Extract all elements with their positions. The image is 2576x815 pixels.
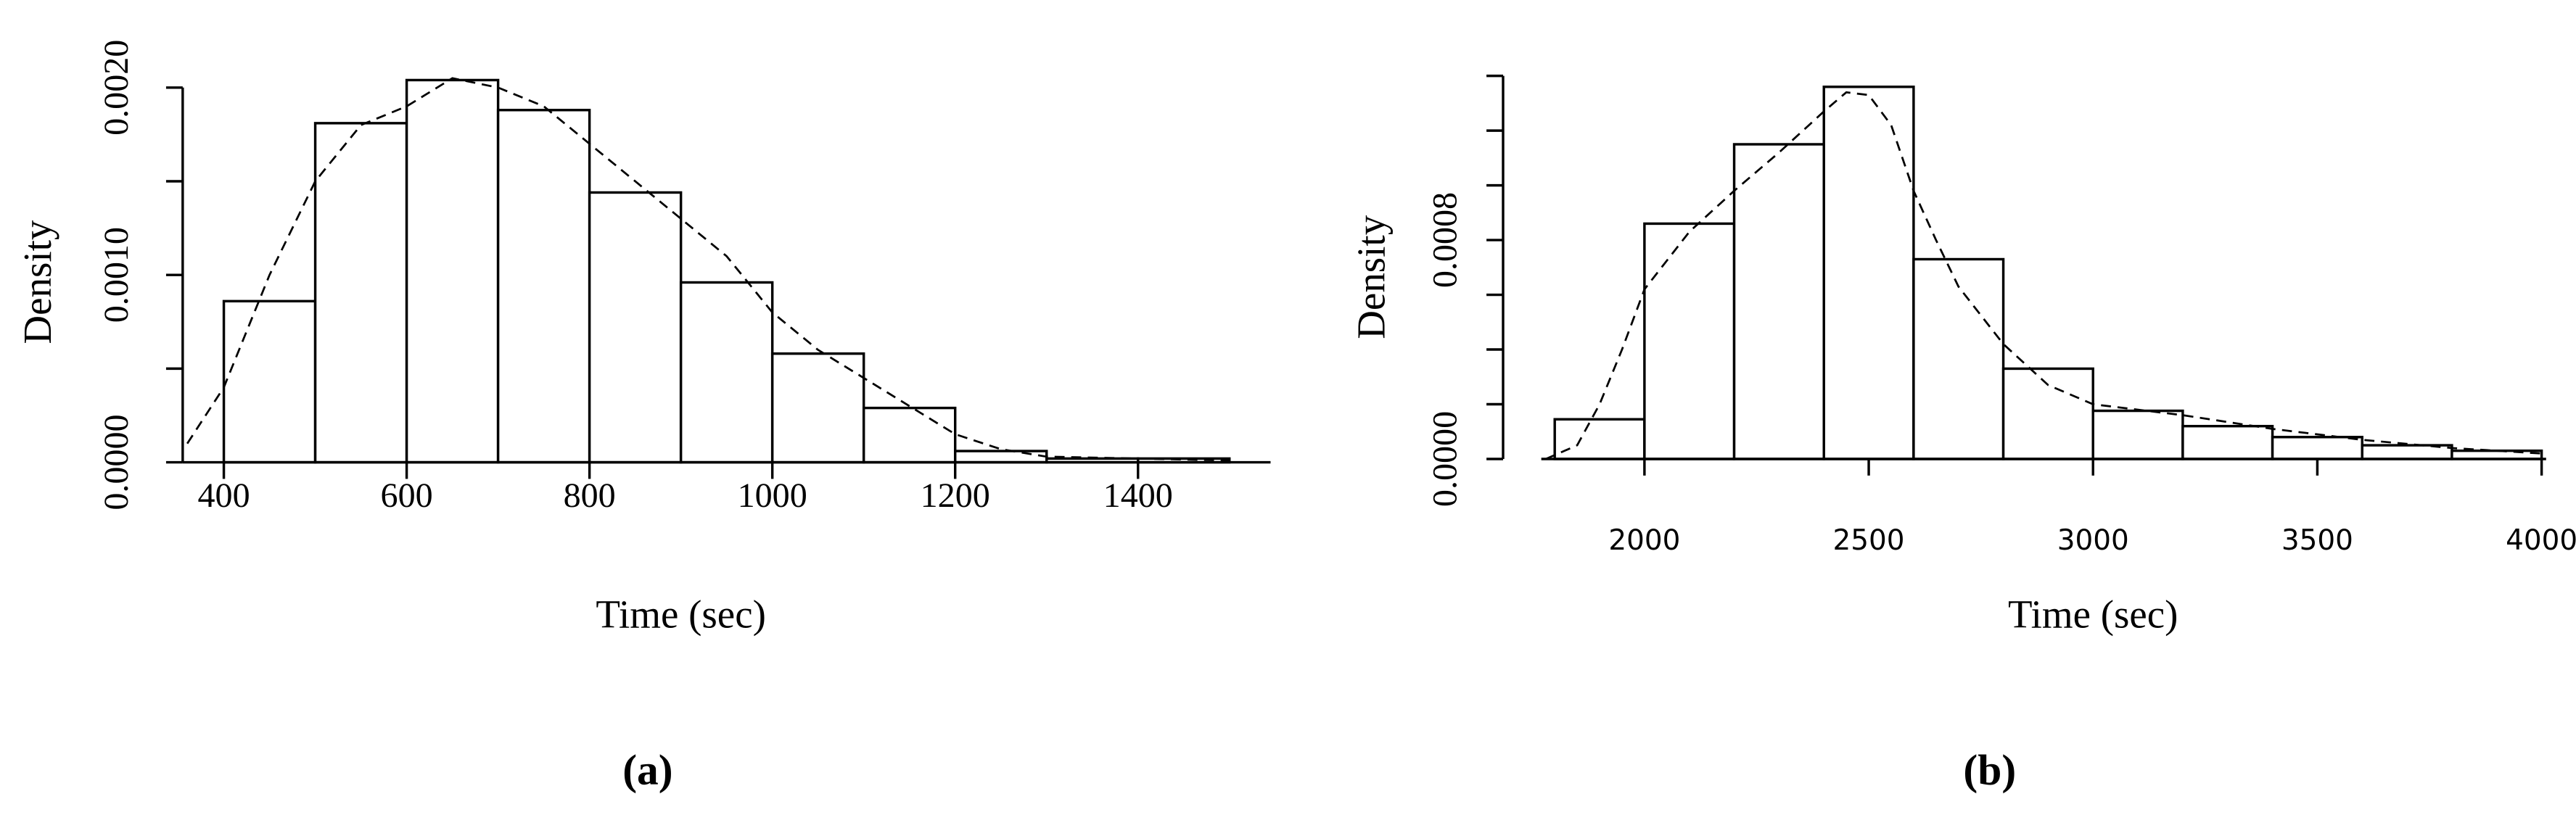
y-tick-label: 0.0020 xyxy=(97,40,136,136)
x-tick-label: 4000 xyxy=(2506,524,2576,557)
bar xyxy=(313,122,408,464)
y-axis-title: Density xyxy=(15,220,59,344)
density-curve xyxy=(1545,91,2542,460)
caption: (b) xyxy=(1963,746,2016,794)
bar xyxy=(1912,257,2005,460)
bar xyxy=(588,191,683,464)
y-tick-label: 0.0000 xyxy=(1425,411,1464,507)
caption: (a) xyxy=(622,746,672,794)
x-tick-label: 400 xyxy=(198,476,250,515)
x-tick-label: 600 xyxy=(381,476,433,515)
x-tick-label: 1400 xyxy=(1103,476,1173,515)
bar xyxy=(862,406,957,464)
bar xyxy=(496,109,591,464)
bar xyxy=(1643,222,1736,460)
y-tick-label: 0.0000 xyxy=(97,414,136,510)
x-tick-label: 2500 xyxy=(1833,524,1905,557)
x-axis-title: Time (sec) xyxy=(2008,592,2178,636)
bar xyxy=(1822,86,1915,460)
y-axis-title: Density xyxy=(1349,215,1393,339)
x-tick-label: 3500 xyxy=(2281,524,2353,557)
y-tick-label: 0.0008 xyxy=(1425,192,1464,288)
x-tick-label: 3000 xyxy=(2057,524,2129,557)
y-tick-label: 0.0010 xyxy=(97,227,136,323)
bar xyxy=(2001,367,2094,460)
bar xyxy=(953,450,1048,464)
bar xyxy=(2091,409,2184,460)
x-tick-label: 1200 xyxy=(921,476,990,515)
bar xyxy=(2181,424,2274,460)
bar xyxy=(679,281,774,464)
x-axis-title: Time (sec) xyxy=(596,592,765,636)
bar xyxy=(2271,436,2363,460)
bar xyxy=(1553,418,1646,460)
bar xyxy=(770,352,865,464)
x-tick-label: 2000 xyxy=(1608,524,1680,557)
bar xyxy=(405,78,500,464)
bar xyxy=(1732,143,1825,460)
x-tick-label: 800 xyxy=(564,476,616,515)
x-tick-label: 1000 xyxy=(738,476,807,515)
bar xyxy=(222,299,317,464)
density-curve xyxy=(186,77,1230,462)
